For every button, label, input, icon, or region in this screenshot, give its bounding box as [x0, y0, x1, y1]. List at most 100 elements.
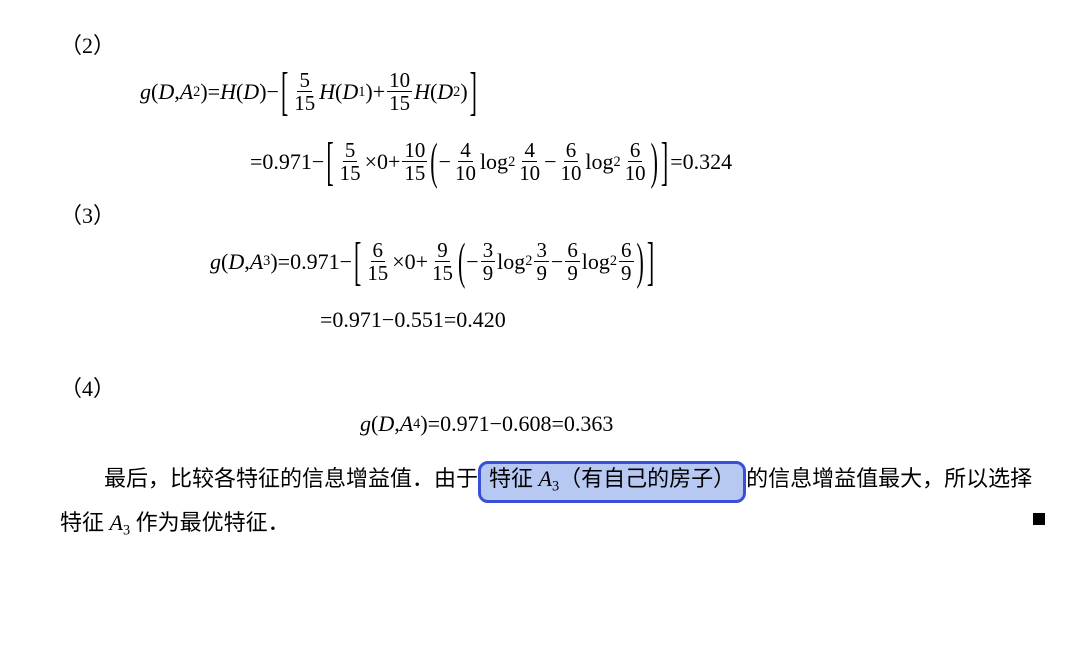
minus: −	[382, 309, 394, 331]
frac-6-10: 610	[559, 140, 584, 184]
sym-H: H	[220, 81, 236, 103]
equals: =	[208, 81, 220, 103]
left-bracket: [	[281, 66, 288, 119]
val-0-971: 0.971	[290, 251, 340, 273]
equals: =	[320, 309, 332, 331]
eq4-line1: g ( D , A4 ) = 0.971 − 0.608 = 0.363	[360, 413, 1045, 435]
frac-10-15: 1015	[402, 140, 427, 184]
minus: −	[490, 413, 502, 435]
section-4-label: （4）	[60, 371, 1045, 403]
frac-4-10: 410	[453, 140, 478, 184]
log-sub: 2	[614, 155, 621, 169]
right-bracket: ]	[470, 66, 477, 119]
conclusion-paragraph: 最后，比较各特征的信息增益值．由于特征 A3（有自己的房子）的信息增益值最大，所…	[60, 459, 1045, 543]
right-paren: )	[651, 136, 658, 187]
eq2-line1: g ( D , A2 ) = H (D) − [ 515 H(D1) + 101…	[140, 70, 1045, 114]
eq2-line2: = 0.971 − [ 515 ×0 + 1015 ( − 410 log2 4…	[250, 140, 1045, 184]
left-paren: (	[430, 136, 437, 187]
left-bracket: [	[354, 235, 361, 288]
sym-g: g	[360, 413, 371, 435]
eq3-line1: g ( D , A3 ) = 0.971 − [ 615 ×0 + 915 ( …	[210, 240, 1045, 284]
sym-D: D	[228, 251, 244, 273]
right-paren: )	[637, 236, 644, 287]
sym-g: g	[140, 81, 151, 103]
frac-6-9: 69	[619, 240, 633, 284]
val-0-971: 0.971	[440, 413, 490, 435]
left-paren: (	[458, 236, 465, 287]
hl-text-1: 特征	[489, 466, 539, 491]
hl-sym-A: A	[539, 466, 552, 491]
log: log	[582, 251, 610, 273]
plus: +	[373, 81, 385, 103]
times-zero: ×0	[392, 251, 415, 273]
sym-A: A	[180, 81, 193, 103]
equals: =	[278, 251, 290, 273]
sub-A: 4	[413, 417, 420, 431]
sym-D: D	[378, 413, 394, 435]
sym-A: A	[250, 251, 263, 273]
result-0-363: 0.363	[564, 413, 614, 435]
paren-close: )	[200, 81, 207, 103]
minus: −	[544, 151, 556, 173]
minus: −	[551, 251, 563, 273]
sub-A: 2	[193, 85, 200, 99]
neg: −	[439, 151, 451, 173]
HD2: H(D2)	[414, 81, 468, 103]
frac-10-15: 1015	[387, 70, 412, 114]
log-sub: 2	[610, 254, 617, 268]
qed-mark-icon	[1033, 513, 1045, 525]
sym-A: A	[110, 510, 123, 535]
frac-6-10: 610	[623, 140, 648, 184]
sym-g: g	[210, 251, 221, 273]
frac-3-9: 39	[534, 240, 548, 284]
paren-close: )	[259, 81, 266, 103]
conclusion-text-1: 最后，比较各特征的信息增益值．由于	[104, 466, 478, 491]
result-0-420: 0.420	[456, 309, 506, 331]
neg: −	[466, 251, 478, 273]
equals: =	[250, 151, 262, 173]
conclusion-text-3: 作为最优特征．	[130, 510, 290, 535]
sym-D: D	[243, 81, 259, 103]
sym-D: D	[158, 81, 174, 103]
frac-3-9: 39	[481, 240, 495, 284]
section-3-label: （3）	[60, 198, 1045, 230]
minus: −	[267, 81, 279, 103]
minus: −	[312, 151, 324, 173]
paren-close: )	[420, 413, 427, 435]
frac-5-15: 515	[338, 140, 363, 184]
log-sub: 2	[508, 155, 515, 169]
log: log	[585, 151, 613, 173]
section-2-label: （2）	[60, 28, 1045, 60]
equals: =	[428, 413, 440, 435]
equals: =	[444, 309, 456, 331]
frac-4-10: 410	[517, 140, 542, 184]
sub-A: 3	[263, 254, 270, 268]
log: log	[497, 251, 525, 273]
sym-A: A	[400, 413, 413, 435]
log: log	[480, 151, 508, 173]
frac-6-15: 615	[365, 240, 390, 284]
equals: =	[670, 151, 682, 173]
frac-5-15: 515	[292, 70, 317, 114]
plus: +	[416, 251, 428, 273]
paren-close: )	[270, 251, 277, 273]
val-0-971: 0.971	[262, 151, 312, 173]
minus: −	[340, 251, 352, 273]
highlighted-feature: 特征 A3（有自己的房子）	[478, 461, 746, 502]
HD1: H(D1)	[319, 81, 373, 103]
eq3-line2: = 0.971 − 0.551 = 0.420	[320, 309, 1045, 331]
right-bracket: ]	[661, 135, 668, 188]
equals: =	[552, 413, 564, 435]
result-0-324: 0.324	[683, 151, 733, 173]
frac-9-15: 915	[430, 240, 455, 284]
val-0-551: 0.551	[394, 309, 444, 331]
val-0-971: 0.971	[332, 309, 382, 331]
left-bracket: [	[326, 135, 333, 188]
log-sub: 2	[525, 254, 532, 268]
hl-text-2: （有自己的房子）	[559, 466, 735, 491]
times-zero: ×0	[365, 151, 388, 173]
plus: +	[388, 151, 400, 173]
right-bracket: ]	[647, 235, 654, 288]
val-0-608: 0.608	[502, 413, 552, 435]
frac-6-9: 69	[565, 240, 579, 284]
